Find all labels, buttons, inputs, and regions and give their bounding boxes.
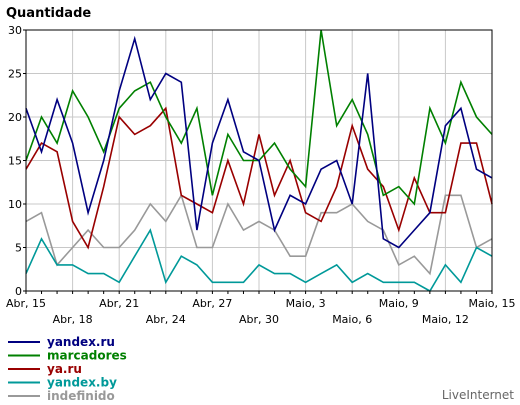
series-line-indefinido [25,193,493,276]
legend-label: indefinido [47,389,115,403]
x-tick-label: Maio, 15 [468,297,515,310]
series-lines [25,29,493,293]
x-tick-label: Maio, 12 [422,313,469,326]
y-tick-label: 15 [8,155,22,168]
series-line-yandex-by [25,228,493,293]
y-tick-label: 30 [8,24,22,37]
legend-label: marcadores [47,349,127,363]
legend: yandex.rumarcadoresya.ruyandex.byindefin… [8,335,127,403]
y-tick-label: 25 [8,68,22,81]
x-tick-label: Maio, 9 [379,297,419,310]
legend-label: yandex.by [47,376,117,390]
series-line-ya-ru [25,106,493,250]
brand-label: LiveInternet [442,388,514,402]
x-tick-label: Maio, 3 [286,297,326,310]
x-tick-label: Abr, 30 [239,313,279,326]
x-tick-label: Abr, 15 [6,297,46,310]
y-tick-label: 10 [8,198,22,211]
x-tick-label: Abr, 24 [146,313,186,326]
series-line-yandex-ru [25,35,493,249]
legend-label: ya.ru [47,362,82,376]
legend-label: yandex.ru [47,335,115,349]
y-axis-label: Quantidade [6,6,91,21]
x-tick-label: Abr, 18 [53,313,93,326]
y-tick-label: 20 [8,111,22,124]
x-tick-label: Maio, 6 [332,313,372,326]
y-tick-label: 0 [15,285,22,298]
y-tick-label: 5 [15,242,22,255]
ticks: 0 5 10 15 20 25 30 Abr, 15 Abr, 21 Abr, 27 Maio, 3… [6,24,516,326]
x-tick-label: Abr, 27 [192,297,232,310]
x-tick-label: Abr, 21 [99,297,139,310]
